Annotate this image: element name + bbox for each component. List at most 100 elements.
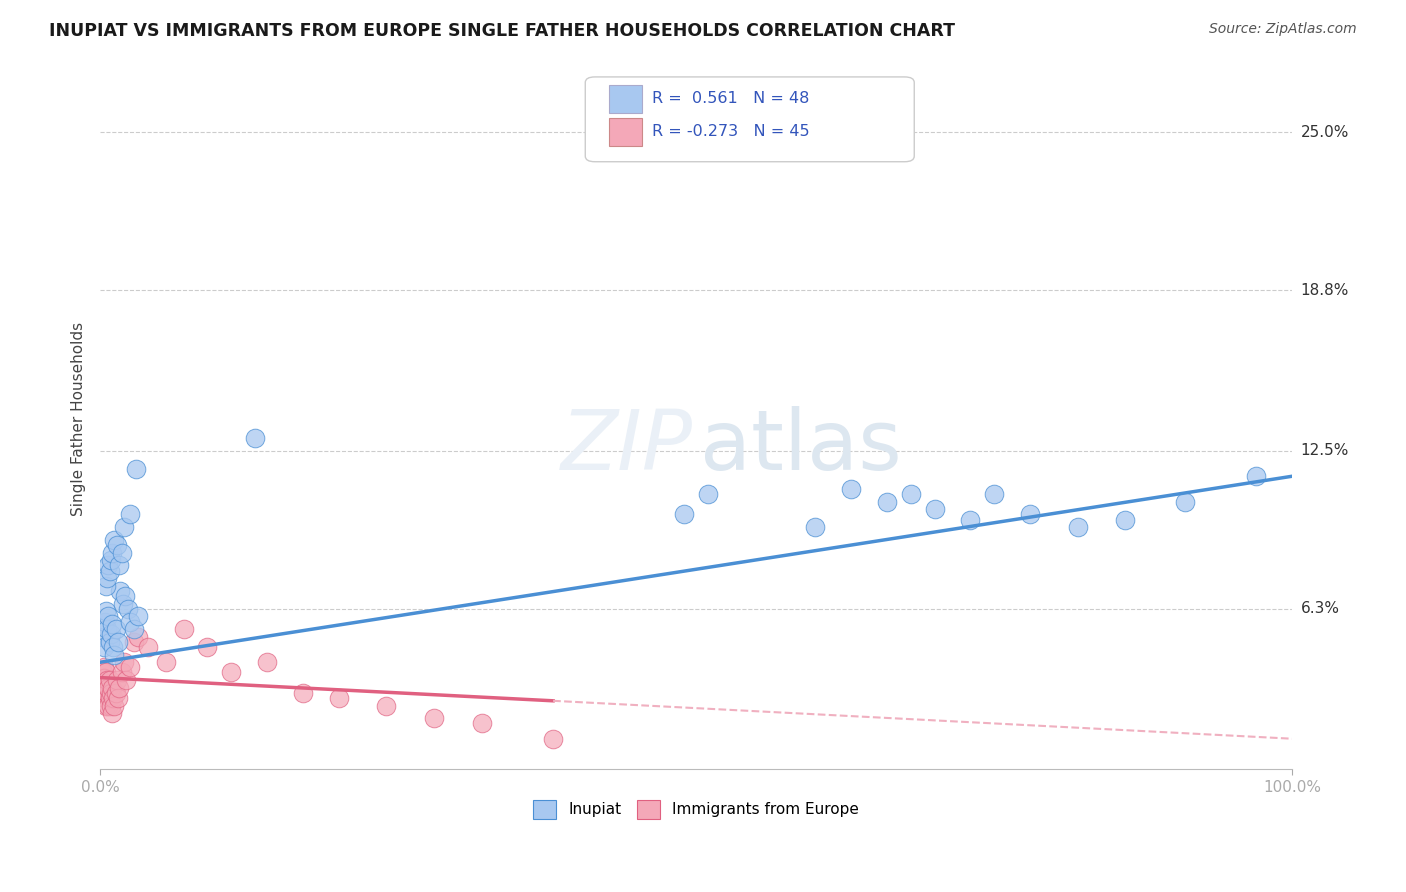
Text: 12.5%: 12.5% — [1301, 443, 1348, 458]
Point — [93, 640, 115, 654]
Point — [107, 690, 129, 705]
Point — [107, 635, 129, 649]
Point — [136, 640, 159, 654]
Point — [127, 630, 149, 644]
Point — [103, 648, 125, 662]
Point — [104, 686, 127, 700]
Point — [103, 640, 125, 654]
Point — [1066, 520, 1088, 534]
Y-axis label: Single Father Households: Single Father Households — [72, 322, 86, 516]
Point — [97, 698, 120, 713]
Text: Source: ZipAtlas.com: Source: ZipAtlas.com — [1209, 22, 1357, 37]
Point — [98, 673, 121, 687]
Point — [104, 622, 127, 636]
Text: 6.3%: 6.3% — [1301, 601, 1340, 616]
Text: R = -0.273   N = 45: R = -0.273 N = 45 — [652, 124, 810, 139]
Point — [115, 673, 138, 687]
Point — [900, 487, 922, 501]
Point — [219, 665, 242, 680]
Text: ZIP: ZIP — [561, 407, 693, 487]
Point — [100, 553, 122, 567]
Point — [94, 675, 117, 690]
Point — [1174, 494, 1197, 508]
Point — [94, 678, 117, 692]
Point — [804, 520, 827, 534]
Point — [983, 487, 1005, 501]
Point — [105, 673, 128, 687]
Point — [173, 622, 195, 636]
Point — [97, 609, 120, 624]
Point — [117, 601, 139, 615]
Point — [96, 686, 118, 700]
Point — [108, 558, 131, 573]
Point — [91, 630, 114, 644]
Point — [101, 617, 124, 632]
Legend: Inupiat, Immigrants from Europe: Inupiat, Immigrants from Europe — [527, 794, 865, 825]
Point — [839, 482, 862, 496]
Point — [122, 635, 145, 649]
Point — [100, 686, 122, 700]
Point — [471, 716, 494, 731]
Point — [122, 622, 145, 636]
Point — [93, 686, 115, 700]
Point — [93, 671, 115, 685]
Text: 25.0%: 25.0% — [1301, 125, 1348, 140]
Point — [93, 660, 115, 674]
Point — [328, 690, 350, 705]
Point — [541, 731, 564, 746]
Point — [90, 673, 112, 687]
Point — [101, 706, 124, 721]
Text: INUPIAT VS IMMIGRANTS FROM EUROPE SINGLE FATHER HOUSEHOLDS CORRELATION CHART: INUPIAT VS IMMIGRANTS FROM EUROPE SINGLE… — [49, 22, 955, 40]
Point — [100, 698, 122, 713]
Point — [1246, 469, 1268, 483]
Point — [101, 681, 124, 695]
FancyBboxPatch shape — [609, 118, 643, 145]
Point — [112, 520, 135, 534]
Point — [98, 635, 121, 649]
Point — [110, 665, 132, 680]
Point — [97, 558, 120, 573]
Point — [97, 681, 120, 695]
Point — [423, 711, 446, 725]
Text: R =  0.561   N = 48: R = 0.561 N = 48 — [652, 91, 810, 106]
Point — [94, 698, 117, 713]
Point — [96, 673, 118, 687]
Point — [108, 681, 131, 695]
Point — [105, 538, 128, 552]
Point — [91, 665, 114, 680]
Point — [91, 681, 114, 695]
Point — [98, 564, 121, 578]
Point — [103, 690, 125, 705]
Point — [94, 665, 117, 680]
Point — [876, 494, 898, 508]
Point — [1114, 512, 1136, 526]
Point — [375, 698, 398, 713]
Point — [155, 655, 177, 669]
FancyBboxPatch shape — [585, 77, 914, 161]
Point — [103, 533, 125, 547]
Point — [125, 461, 148, 475]
Point — [924, 502, 946, 516]
Point — [110, 546, 132, 560]
Point — [959, 512, 981, 526]
Point — [100, 627, 122, 641]
Point — [94, 690, 117, 705]
Point — [96, 571, 118, 585]
Point — [98, 690, 121, 705]
Point — [1018, 508, 1040, 522]
Point — [94, 604, 117, 618]
Text: atlas: atlas — [700, 407, 901, 487]
Point — [197, 640, 219, 654]
Text: 18.8%: 18.8% — [1301, 283, 1348, 298]
Point — [103, 698, 125, 713]
Point — [94, 615, 117, 629]
FancyBboxPatch shape — [609, 85, 643, 112]
Point — [111, 597, 134, 611]
Point — [673, 508, 696, 522]
Point — [112, 655, 135, 669]
Point — [256, 655, 278, 669]
Point — [110, 583, 132, 598]
Point — [114, 589, 136, 603]
Point — [697, 487, 720, 501]
Point — [118, 660, 141, 674]
